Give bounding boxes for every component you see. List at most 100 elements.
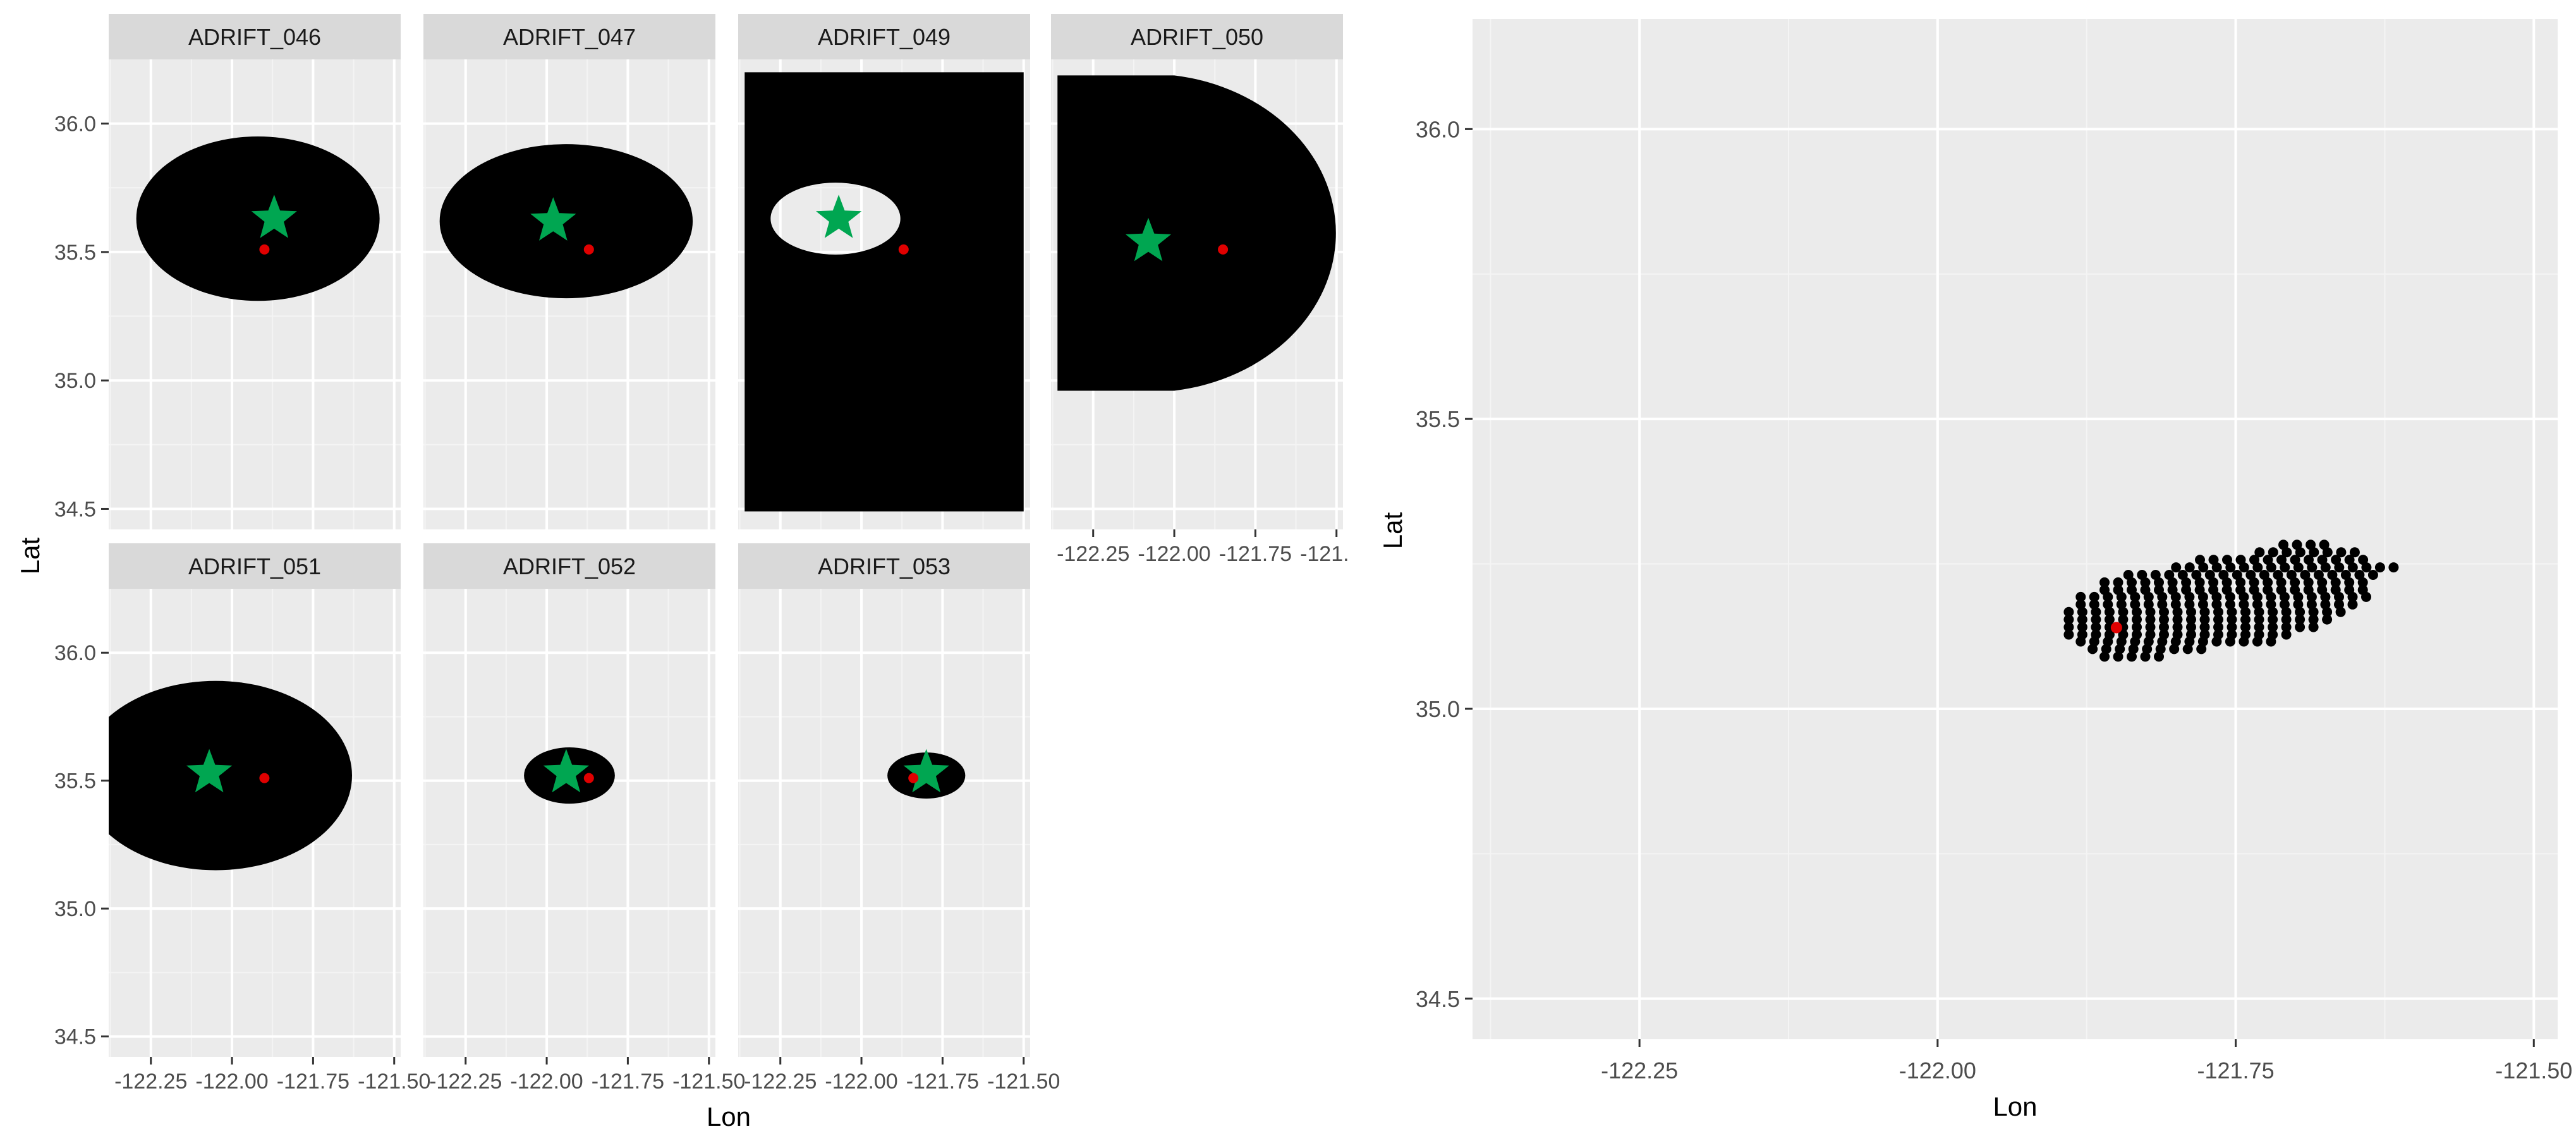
- facet-strip: [109, 543, 401, 589]
- red-point: [259, 773, 270, 783]
- data-point: [2259, 570, 2269, 580]
- data-point: [2181, 584, 2192, 595]
- data-point: [2130, 599, 2141, 610]
- y-tick-label: 35.5: [1416, 406, 1460, 432]
- x-tick-label: -121.75: [906, 1070, 979, 1094]
- y-tick-label: 36.0: [54, 112, 96, 136]
- data-point: [2249, 555, 2259, 565]
- data-point: [2268, 622, 2278, 632]
- data-point: [2087, 644, 2098, 654]
- facet-strip: [738, 14, 1030, 59]
- data-point: [2127, 584, 2137, 595]
- facet-panel: ADRIFT_047: [423, 14, 715, 529]
- x-tick-label: -121.75: [2197, 1058, 2275, 1083]
- data-point: [2123, 570, 2134, 580]
- data-point: [2240, 629, 2251, 640]
- data-point: [2091, 629, 2101, 640]
- data-point: [2281, 629, 2292, 640]
- data-point: [2254, 629, 2264, 640]
- facet-panel: ADRIFT_051: [109, 543, 401, 1057]
- data-point: [2154, 651, 2164, 662]
- data-point: [2145, 629, 2156, 640]
- data-point: [2077, 614, 2087, 625]
- data-point: [2199, 629, 2210, 640]
- data-point: [2240, 614, 2251, 625]
- data-point: [2290, 584, 2300, 595]
- data-point: [2227, 622, 2237, 632]
- data-point: [2195, 555, 2205, 565]
- red-point: [2110, 622, 2122, 634]
- data-point: [2308, 614, 2319, 625]
- data-point: [2266, 562, 2276, 573]
- x-tick-label: -121.50: [2495, 1058, 2572, 1083]
- data-point: [2159, 606, 2169, 617]
- facet-strip-label: ADRIFT_053: [818, 553, 951, 579]
- data-point: [2145, 622, 2156, 632]
- data-point: [2227, 629, 2237, 640]
- data-point: [2239, 599, 2249, 610]
- data-point: [2322, 614, 2333, 625]
- facet-strip-label: ADRIFT_050: [1131, 24, 1263, 50]
- data-point: [2249, 584, 2259, 595]
- data-point: [2213, 614, 2223, 625]
- data-point: [2104, 606, 2115, 617]
- data-point: [2181, 577, 2192, 588]
- data-point: [2317, 577, 2328, 588]
- red-point: [1218, 244, 1229, 255]
- x-tick-label: -122.25: [1601, 1058, 1678, 1083]
- data-point: [2235, 555, 2246, 565]
- data-point: [2118, 606, 2129, 617]
- data-point: [2281, 614, 2292, 625]
- data-point: [2099, 651, 2110, 662]
- data-point: [2077, 629, 2087, 640]
- data-point: [2276, 584, 2287, 595]
- data-point: [2075, 599, 2086, 610]
- data-point: [2273, 570, 2283, 580]
- deployment-star-marker: [530, 197, 576, 241]
- data-point: [2317, 555, 2328, 565]
- data-point: [2227, 614, 2237, 625]
- x-tick-label: -121.50: [358, 1070, 430, 1094]
- x-tick-label: -122.00: [1138, 542, 1210, 566]
- data-point: [2286, 570, 2297, 580]
- data-point: [2308, 606, 2319, 617]
- y-axis-title: Lat: [1378, 512, 1407, 549]
- figure-clip-mask: [1349, 0, 1412, 1146]
- data-point: [2295, 606, 2306, 617]
- data-point: [2279, 599, 2290, 610]
- data-point: [2157, 599, 2168, 610]
- x-tick-label: -122.00: [510, 1070, 583, 1094]
- data-point: [2367, 570, 2378, 580]
- data-point: [2103, 599, 2113, 610]
- data-point: [2091, 614, 2101, 625]
- data-point: [2300, 570, 2311, 580]
- facet-panel: ADRIFT_050: [1051, 14, 1343, 529]
- data-point: [2128, 644, 2139, 654]
- data-point: [2276, 555, 2287, 565]
- data-point: [2319, 540, 2330, 550]
- deployment-star-marker: [251, 195, 297, 238]
- data-point: [2252, 562, 2263, 573]
- y-tick-label: 34.5: [1416, 986, 1460, 1012]
- data-point: [2186, 622, 2196, 632]
- data-point: [2344, 577, 2355, 588]
- data-point: [2194, 584, 2205, 595]
- y-tick-label: 36.0: [54, 641, 96, 665]
- data-point: [2254, 547, 2265, 558]
- data-point: [2063, 614, 2074, 625]
- y-tick-label: 35.0: [1416, 696, 1460, 722]
- data-point: [2306, 540, 2316, 550]
- coverage-region: [744, 72, 1024, 512]
- data-point: [2177, 570, 2188, 580]
- data-point: [2142, 644, 2153, 654]
- data-point: [2137, 570, 2148, 580]
- data-point: [2307, 562, 2318, 573]
- data-point: [2089, 599, 2099, 610]
- data-point: [2101, 644, 2111, 654]
- coverage-region: [136, 136, 380, 301]
- data-point: [2196, 644, 2207, 654]
- data-point: [2063, 629, 2074, 640]
- facet-panel: ADRIFT_053: [738, 543, 1030, 1057]
- data-point: [2159, 614, 2169, 625]
- deployment-star-marker: [1125, 217, 1172, 262]
